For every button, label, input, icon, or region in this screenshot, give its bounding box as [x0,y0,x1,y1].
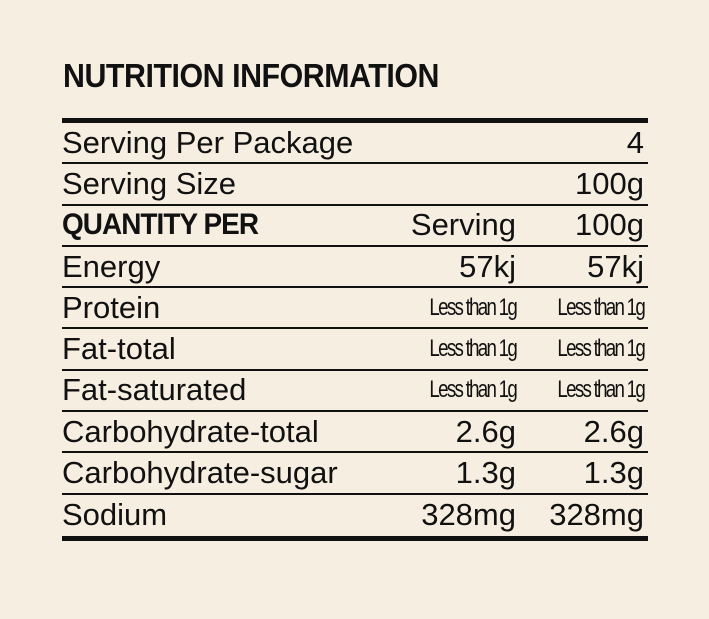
table-row-sodium: Sodium 328mg 328mg [62,495,648,536]
table-row-serving-per-package: Serving Per Package 4 [62,123,648,165]
row-label: Fat-saturated [62,372,247,408]
row-label: Sodium [62,497,168,533]
row-value: 4 [626,124,644,160]
table-row-carbohydrate-sugar: Carbohydrate-sugar 1.3g 1.3g [62,453,648,495]
per-100g-value: 57kj [587,248,644,284]
table-row-serving-size: Serving Size 100g [62,164,648,206]
nutrition-title: NUTRITION INFORMATION [63,57,439,94]
table-row-protein: Protein Less than 1g Less than 1g [62,288,648,330]
top-rule [62,118,648,123]
per-serving-value: Less than 1g [429,335,517,363]
row-label: Serving Size [62,165,237,201]
per-serving-value: 1.3g [455,455,516,491]
table-row-fat-total: Fat-total Less than 1g Less than 1g [62,329,648,371]
table-row-fat-saturated: Fat-saturated Less than 1g Less than 1g [62,371,648,413]
per-100g-value: Less than 1g [557,293,645,321]
row-label: Fat-total [62,331,176,367]
per-100g-value: 2.6g [583,413,644,449]
row-label: Energy [62,248,161,284]
per-serving-value: 57kj [459,248,516,284]
row-label: Carbohydrate-total [62,413,319,449]
per-100g-value: Less than 1g [557,335,645,363]
table-row-energy: Energy 57kj 57kj [62,247,648,289]
per-serving-value: 328mg [421,497,516,533]
table-row-quantity-per: QUANTITY PER Serving 100g [62,206,648,247]
row-label: Carbohydrate-sugar [62,455,338,491]
row-value: 100g [575,165,644,201]
per-100g-value: 328mg [549,497,644,533]
column-header-serving: Serving [410,207,516,243]
per-serving-value: 2.6g [455,413,516,449]
per-serving-value: Less than 1g [429,376,517,404]
table-row-carbohydrate-total: Carbohydrate-total 2.6g 2.6g [62,412,648,454]
row-label: Protein [62,289,161,325]
column-header-100g: 100g [575,207,644,243]
bottom-rule [62,536,648,541]
column-header-label: QUANTITY PER [62,208,259,242]
nutrition-table: Serving Per Package 4 Serving Size 100g … [62,123,648,536]
row-label: Serving Per Package [62,124,354,160]
per-serving-value: Less than 1g [429,293,517,321]
per-100g-value: Less than 1g [557,376,645,404]
per-100g-value: 1.3g [583,455,644,491]
